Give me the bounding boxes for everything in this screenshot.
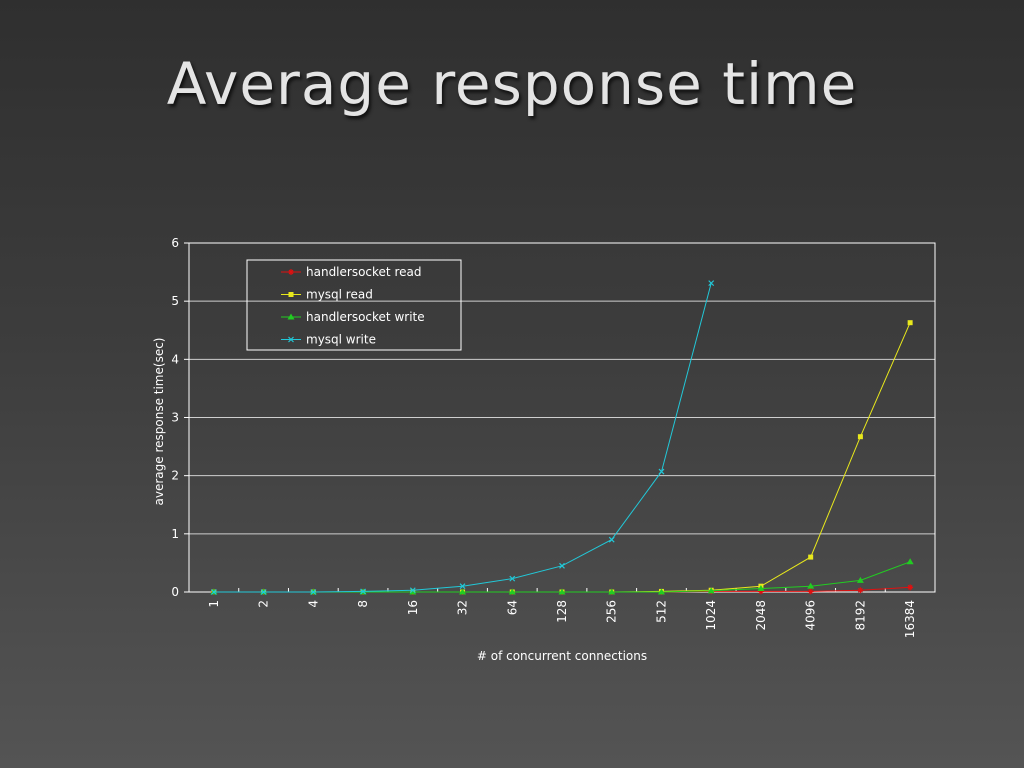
x-tick-label: 1 [207, 600, 221, 608]
x-tick-label: 512 [654, 600, 668, 623]
series-line [213, 282, 712, 593]
data-point [210, 589, 217, 595]
x-tick-label: 32 [456, 600, 470, 615]
legend-item: mysql read [281, 288, 373, 302]
slide-title: Average response time [166, 50, 858, 118]
data-point [757, 585, 765, 592]
data-point [459, 588, 467, 595]
x-tick-label: 8192 [853, 600, 867, 631]
y-axis-ticks: 0 1 2 3 4 5 6 [171, 236, 189, 599]
data-point [907, 320, 913, 326]
y-tick-label: 1 [171, 527, 179, 541]
data-point [856, 576, 864, 583]
legend: handlersocket read mysql read handlersocke… [246, 259, 462, 351]
legend-marker [288, 292, 294, 297]
x-tick-label: 16 [406, 600, 420, 615]
series-mysql-write [210, 280, 715, 595]
x-tick-label: 1024 [704, 600, 718, 631]
data-point [807, 588, 814, 595]
data-point [260, 589, 267, 595]
data-point [658, 468, 665, 475]
data-point [707, 587, 715, 594]
data-point [559, 562, 565, 569]
legend-label: handlersocket write [306, 310, 425, 324]
data-point [608, 536, 615, 543]
data-point [857, 587, 864, 594]
legend-item: handlersocket read [281, 265, 421, 279]
data-point [508, 588, 516, 595]
legend-label: mysql read [306, 288, 373, 302]
data-point [360, 588, 366, 595]
data-point [708, 280, 715, 287]
legend-marker [288, 336, 294, 343]
y-axis-title: average response time(sec) [152, 338, 166, 506]
data-point [608, 588, 616, 595]
series-line [213, 322, 911, 593]
legend-box [246, 259, 462, 351]
data-point [657, 588, 665, 595]
data-point [807, 582, 815, 589]
data-point [808, 554, 814, 560]
y-tick-label: 0 [171, 585, 179, 599]
legend-item: handlersocket write [281, 310, 425, 324]
x-tick-label: 4 [306, 600, 320, 608]
grid-lines [189, 300, 935, 535]
x-tick-label: 256 [605, 600, 619, 623]
data-point [558, 588, 566, 595]
x-tick-label: 64 [505, 600, 519, 615]
data-point [409, 588, 417, 595]
series-handlersocket-write [210, 558, 914, 595]
y-tick-label: 3 [171, 411, 179, 425]
series-mysql-read [211, 320, 913, 595]
data-point [409, 587, 416, 594]
legend-marker [287, 313, 295, 320]
y-tick-label: 2 [171, 469, 179, 483]
x-axis-ticks: 1 2 4 8 16 32 64 128 256 512 1024 2048 4096 8192 16384 [188, 588, 936, 638]
series-lines [210, 280, 914, 595]
legend-marker [288, 269, 294, 275]
x-tick-label: 2048 [754, 600, 768, 631]
x-tick-label: 2 [257, 600, 271, 608]
data-point [757, 588, 764, 595]
data-point [906, 558, 914, 565]
y-tick-label: 5 [171, 294, 179, 308]
legend-item: mysql write [281, 333, 376, 347]
data-point [459, 583, 466, 590]
data-point [310, 589, 317, 595]
x-tick-label: 4096 [804, 600, 818, 631]
legend-label: handlersocket read [306, 265, 421, 279]
x-tick-label: 8 [356, 600, 370, 608]
data-point [509, 575, 516, 582]
x-axis-title: # of concurrent connections [477, 649, 647, 663]
data-point [907, 584, 914, 591]
legend-label: mysql write [306, 333, 376, 347]
data-point [857, 434, 863, 440]
x-tick-label: 16384 [903, 600, 917, 638]
x-tick-label: 128 [555, 600, 569, 623]
y-tick-label: 4 [171, 352, 179, 366]
y-tick-label: 6 [171, 236, 179, 250]
